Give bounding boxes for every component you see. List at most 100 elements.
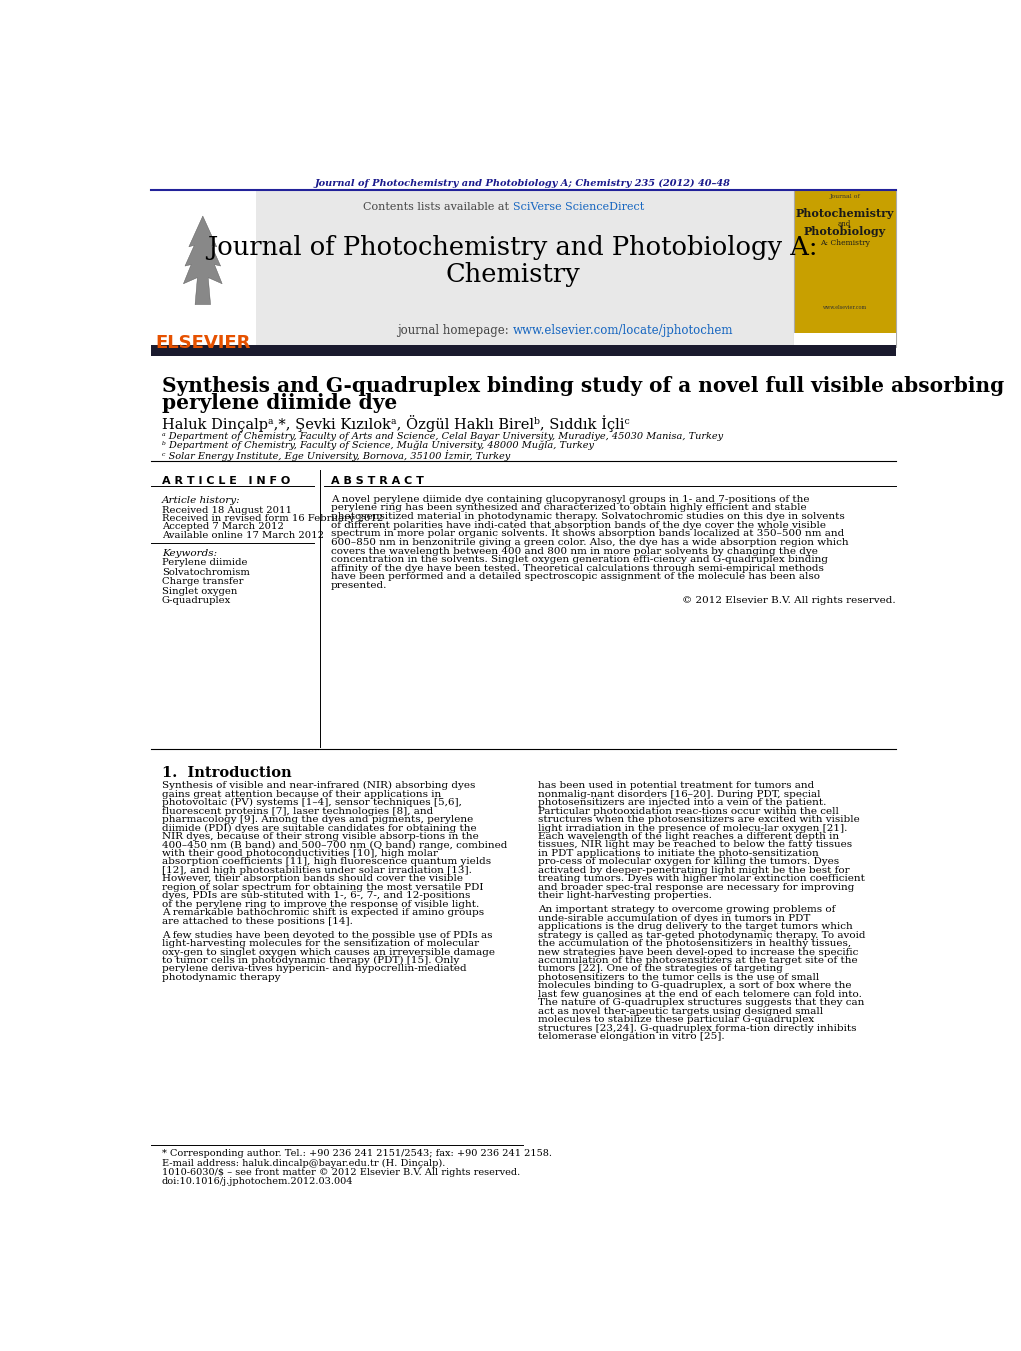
- Text: photovoltaic (PV) systems [1–4], sensor techniques [5,6],: photovoltaic (PV) systems [1–4], sensor …: [161, 798, 461, 808]
- Text: Synthesis and G-quadruplex binding study of a novel full visible absorbing: Synthesis and G-quadruplex binding study…: [161, 376, 1004, 396]
- Text: and broader spec-tral response are necessary for improving: and broader spec-tral response are neces…: [538, 882, 855, 892]
- Text: Accepted 7 March 2012: Accepted 7 March 2012: [161, 523, 284, 531]
- Text: telomerase elongation in vitro [25].: telomerase elongation in vitro [25].: [538, 1032, 725, 1042]
- Text: spectrum in more polar organic solvents. It shows absorption bands localized at : spectrum in more polar organic solvents.…: [331, 530, 844, 538]
- Text: Journal of Photochemistry and Photobiology A; Chemistry 235 (2012) 40–48: Journal of Photochemistry and Photobiolo…: [314, 180, 731, 188]
- Text: Photochemistry: Photochemistry: [795, 208, 893, 219]
- Text: © 2012 Elsevier B.V. All rights reserved.: © 2012 Elsevier B.V. All rights reserved…: [682, 596, 895, 605]
- Bar: [794, 190, 895, 347]
- Text: ᵃ Department of Chemistry, Faculty of Arts and Science, Celal Bayar University, : ᵃ Department of Chemistry, Faculty of Ar…: [161, 431, 723, 440]
- Bar: [151, 190, 255, 347]
- Text: tumors [22]. One of the strategies of targeting: tumors [22]. One of the strategies of ta…: [538, 965, 783, 974]
- Text: pharmacology [9]. Among the dyes and pigments, perylene: pharmacology [9]. Among the dyes and pig…: [161, 815, 473, 824]
- Text: However, their absorption bands should cover the visible: However, their absorption bands should c…: [161, 874, 463, 884]
- Polygon shape: [184, 216, 223, 304]
- Text: SciVerse ScienceDirect: SciVerse ScienceDirect: [513, 203, 644, 212]
- Text: Received in revised form 16 February 2012: Received in revised form 16 February 201…: [161, 513, 383, 523]
- Text: perylene ring has been synthesized and characterized to obtain highly efficient : perylene ring has been synthesized and c…: [331, 504, 807, 512]
- Text: Perylene diimide: Perylene diimide: [161, 558, 247, 567]
- Text: molecules to stabilize these particular G-quadruplex: molecules to stabilize these particular …: [538, 1016, 815, 1024]
- Text: 600–850 nm in benzonitrile giving a green color. Also, the dye has a wide absorp: 600–850 nm in benzonitrile giving a gree…: [331, 538, 848, 547]
- Text: has been used in potential treatment for tumors and: has been used in potential treatment for…: [538, 781, 815, 790]
- Text: presented.: presented.: [331, 581, 387, 590]
- Text: www.elsevier.com/locate/jphotochem: www.elsevier.com/locate/jphotochem: [513, 324, 733, 336]
- Text: nonmalig-nant disorders [16–20]. During PDT, special: nonmalig-nant disorders [16–20]. During …: [538, 790, 821, 798]
- Text: Synthesis of visible and near-infrared (NIR) absorbing dyes: Synthesis of visible and near-infrared (…: [161, 781, 475, 790]
- Text: Contents lists available at: Contents lists available at: [363, 203, 513, 212]
- Text: molecules binding to G-quadruplex, a sort of box where the: molecules binding to G-quadruplex, a sor…: [538, 981, 852, 990]
- Text: gains great attention because of their applications in: gains great attention because of their a…: [161, 790, 441, 798]
- Text: Received 18 August 2011: Received 18 August 2011: [161, 505, 292, 515]
- Text: structures [23,24]. G-quadruplex forma-tion directly inhibits: structures [23,24]. G-quadruplex forma-t…: [538, 1024, 857, 1032]
- Text: with their good photoconductivities [10], high molar: with their good photoconductivities [10]…: [161, 848, 438, 858]
- Text: Photobiology: Photobiology: [804, 226, 885, 236]
- Text: Journal of Photochemistry and Photobiology A:: Journal of Photochemistry and Photobiolo…: [207, 235, 818, 261]
- Text: The nature of G-quadruplex structures suggests that they can: The nature of G-quadruplex structures su…: [538, 998, 865, 1008]
- Text: diimide (PDI) dyes are suitable candidates for obtaining the: diimide (PDI) dyes are suitable candidat…: [161, 824, 477, 832]
- Text: treating tumors. Dyes with higher molar extinction coefficient: treating tumors. Dyes with higher molar …: [538, 874, 865, 884]
- Text: Solvatochromism: Solvatochromism: [161, 567, 249, 577]
- Text: oxy-gen to singlet oxygen which causes an irreversible damage: oxy-gen to singlet oxygen which causes a…: [161, 947, 495, 957]
- Text: new strategies have been devel-oped to increase the specific: new strategies have been devel-oped to i…: [538, 947, 859, 957]
- Text: dyes, PDIs are sub-stituted with 1-, 6-, 7-, and 12-positions: dyes, PDIs are sub-stituted with 1-, 6-,…: [161, 892, 470, 900]
- Text: region of solar spectrum for obtaining the most versatile PDI: region of solar spectrum for obtaining t…: [161, 882, 483, 892]
- Text: activated by deeper-penetrating light might be the best for: activated by deeper-penetrating light mi…: [538, 866, 850, 875]
- Bar: [151, 346, 895, 357]
- Bar: [794, 334, 895, 347]
- Text: absorption coefficients [11], high fluorescence quantum yields: absorption coefficients [11], high fluor…: [161, 858, 491, 866]
- Text: ELSEVIER: ELSEVIER: [155, 334, 250, 351]
- Bar: [255, 190, 794, 347]
- Text: Journal of: Journal of: [829, 195, 860, 200]
- Text: Singlet oxygen: Singlet oxygen: [161, 586, 237, 596]
- Text: www.elsevier.com: www.elsevier.com: [823, 304, 867, 309]
- Text: ᵇ Department of Chemistry, Faculty of Science, Muğla University, 48000 Muğla, Tu: ᵇ Department of Chemistry, Faculty of Sc…: [161, 440, 594, 450]
- Text: affinity of the dye have been tested. Theoretical calculations through semi-empi: affinity of the dye have been tested. Th…: [331, 563, 824, 573]
- Text: accumulation of the photosensitizers at the target site of the: accumulation of the photosensitizers at …: [538, 957, 858, 965]
- Text: structures when the photosensitizers are excited with visible: structures when the photosensitizers are…: [538, 815, 860, 824]
- Text: the accumulation of the photosensitizers in healthy tissues,: the accumulation of the photosensitizers…: [538, 939, 852, 948]
- Text: [12], and high photostabilities under solar irradiation [13].: [12], and high photostabilities under so…: [161, 866, 472, 875]
- Text: Keywords:: Keywords:: [161, 549, 216, 558]
- Text: in PDT applications to initiate the photo-sensitization: in PDT applications to initiate the phot…: [538, 848, 819, 858]
- Text: Particular photooxidation reac-tions occur within the cell: Particular photooxidation reac-tions occ…: [538, 807, 839, 816]
- Text: Haluk Dinçalpᵃ,*, Şevki Kızılokᵃ, Özgül Haklı Birelᵇ, Sıddık İçliᶜ: Haluk Dinçalpᵃ,*, Şevki Kızılokᵃ, Özgül …: [161, 415, 629, 432]
- Text: A few studies have been devoted to the possible use of PDIs as: A few studies have been devoted to the p…: [161, 931, 492, 939]
- Text: concentration in the solvents. Singlet oxygen generation effi-ciency and G-quadr: concentration in the solvents. Singlet o…: [331, 555, 828, 565]
- Text: E-mail address: haluk.dincalp@bayar.edu.tr (H. Dinçalp).: E-mail address: haluk.dincalp@bayar.edu.…: [161, 1159, 445, 1167]
- Text: 1.  Introduction: 1. Introduction: [161, 766, 291, 780]
- Text: light irradiation in the presence of molecu-lar oxygen [21].: light irradiation in the presence of mol…: [538, 824, 847, 832]
- Text: 400–450 nm (B band) and 500–700 nm (Q band) range, combined: 400–450 nm (B band) and 500–700 nm (Q ba…: [161, 840, 507, 850]
- Text: tissues, NIR light may be reached to below the fatty tissues: tissues, NIR light may be reached to bel…: [538, 840, 853, 850]
- Text: act as novel ther-apeutic targets using designed small: act as novel ther-apeutic targets using …: [538, 1006, 824, 1016]
- Text: ᶜ Solar Energy Institute, Ege University, Bornova, 35100 İzmir, Turkey: ᶜ Solar Energy Institute, Ege University…: [161, 450, 509, 461]
- Text: NIR dyes, because of their strong visible absorp-tions in the: NIR dyes, because of their strong visibl…: [161, 832, 479, 842]
- Text: to tumor cells in photodynamic therapy (PDT) [15]. Only: to tumor cells in photodynamic therapy (…: [161, 957, 459, 965]
- Text: of the perylene ring to improve the response of visible light.: of the perylene ring to improve the resp…: [161, 900, 479, 909]
- Text: have been performed and a detailed spectroscopic assignment of the molecule has : have been performed and a detailed spect…: [331, 573, 820, 581]
- Text: of different polarities have indi-cated that absorption bands of the dye cover t: of different polarities have indi-cated …: [331, 520, 826, 530]
- Text: A B S T R A C T: A B S T R A C T: [331, 477, 424, 486]
- Text: fluorescent proteins [7], laser technologies [8], and: fluorescent proteins [7], laser technolo…: [161, 807, 433, 816]
- Text: Charge transfer: Charge transfer: [161, 577, 243, 586]
- Text: light-harvesting molecules for the sensitization of molecular: light-harvesting molecules for the sensi…: [161, 939, 479, 948]
- Text: and: and: [838, 220, 852, 228]
- Text: A R T I C L E   I N F O: A R T I C L E I N F O: [161, 477, 290, 486]
- Text: G-quadruplex: G-quadruplex: [161, 596, 231, 605]
- Text: pro-cess of molecular oxygen for killing the tumors. Dyes: pro-cess of molecular oxygen for killing…: [538, 858, 839, 866]
- Text: doi:10.1016/j.jphotochem.2012.03.004: doi:10.1016/j.jphotochem.2012.03.004: [161, 1177, 353, 1186]
- Text: 1010-6030/$ – see front matter © 2012 Elsevier B.V. All rights reserved.: 1010-6030/$ – see front matter © 2012 El…: [161, 1167, 520, 1177]
- Text: photosensitizers are injected into a vein of the patient.: photosensitizers are injected into a vei…: [538, 798, 827, 807]
- Text: their light-harvesting properties.: their light-harvesting properties.: [538, 892, 713, 900]
- Text: covers the wavelength between 400 and 800 nm in more polar solvents by changing : covers the wavelength between 400 and 80…: [331, 547, 818, 555]
- Text: applications is the drug delivery to the target tumors which: applications is the drug delivery to the…: [538, 923, 854, 931]
- Text: journal homepage:: journal homepage:: [397, 324, 513, 336]
- Text: photosensitized material in photodynamic therapy. Solvatochromic studies on this: photosensitized material in photodynamic…: [331, 512, 844, 521]
- Text: Each wavelength of the light reaches a different depth in: Each wavelength of the light reaches a d…: [538, 832, 839, 842]
- Text: Article history:: Article history:: [161, 496, 240, 504]
- Text: * Corresponding author. Tel.: +90 236 241 2151/2543; fax: +90 236 241 2158.: * Corresponding author. Tel.: +90 236 24…: [161, 1150, 551, 1158]
- Text: A novel perylene diimide dye containing glucopyranosyl groups in 1- and 7-positi: A novel perylene diimide dye containing …: [331, 494, 810, 504]
- Text: An important strategy to overcome growing problems of: An important strategy to overcome growin…: [538, 905, 836, 915]
- Text: unde-sirable accumulation of dyes in tumors in PDT: unde-sirable accumulation of dyes in tum…: [538, 913, 811, 923]
- Text: last few guanosines at the end of each telomere can fold into.: last few guanosines at the end of each t…: [538, 990, 863, 998]
- Text: Available online 17 March 2012: Available online 17 March 2012: [161, 531, 324, 540]
